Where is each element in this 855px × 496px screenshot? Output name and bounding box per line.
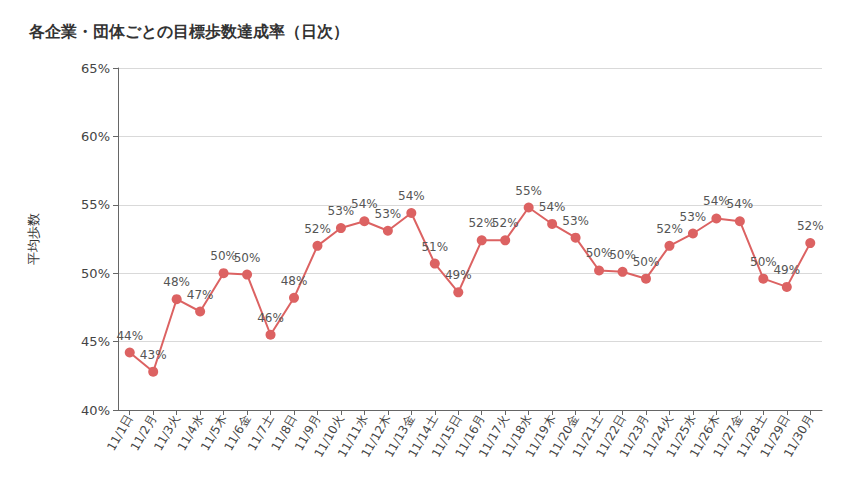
svg-text:11/30月: 11/30月 [781,412,816,459]
svg-text:54%: 54% [703,194,730,209]
svg-text:60%: 60% [81,129,110,144]
svg-text:各企業・団体ごとの目標歩数達成率（日次）: 各企業・団体ごとの目標歩数達成率（日次） [28,22,349,41]
svg-text:50%: 50% [633,255,660,269]
svg-text:50%: 50% [750,254,777,269]
svg-text:40%: 40% [81,403,110,418]
svg-text:11/26木: 11/26木 [687,412,723,460]
svg-text:53%: 53% [375,207,402,221]
svg-text:43%: 43% [140,348,167,362]
svg-text:51%: 51% [421,240,448,254]
svg-text:52%: 52% [492,216,519,230]
svg-text:49%: 49% [445,268,472,282]
svg-text:11/12木: 11/12木 [358,412,394,460]
svg-text:11/1日: 11/1日 [104,412,136,454]
svg-text:11/6金: 11/6金 [221,412,254,454]
svg-text:50%: 50% [210,249,237,264]
svg-text:49%: 49% [773,263,800,277]
svg-text:11/19木: 11/19木 [522,412,559,460]
svg-text:11/21土: 11/21土 [569,412,606,460]
svg-text:11/23月: 11/23月 [616,412,653,460]
svg-text:11/9月: 11/9月 [291,412,324,454]
svg-text:11/24火: 11/24火 [640,412,676,460]
svg-text:平均歩数: 平均歩数 [26,213,41,265]
svg-text:11/25水: 11/25水 [663,412,699,460]
svg-text:54%: 54% [727,197,754,211]
svg-text:52%: 52% [797,219,824,233]
svg-text:11/8日: 11/8日 [268,412,301,454]
svg-text:11/4水: 11/4水 [174,412,207,454]
svg-text:47%: 47% [187,288,214,302]
svg-text:11/7土: 11/7土 [245,412,277,454]
svg-text:11/10火: 11/10火 [311,412,347,460]
svg-text:54%: 54% [351,197,378,212]
svg-text:11/17火: 11/17火 [475,412,512,460]
svg-text:11/22日: 11/22日 [593,412,629,460]
svg-text:50%: 50% [609,247,636,262]
svg-text:52%: 52% [304,222,331,236]
svg-text:11/20金: 11/20金 [546,412,582,460]
svg-text:11/3火: 11/3火 [151,412,183,454]
svg-text:54%: 54% [398,189,425,203]
svg-text:11/11水: 11/11水 [335,412,371,460]
svg-text:11/14土: 11/14土 [405,412,441,460]
svg-text:50%: 50% [234,251,261,265]
svg-text:55%: 55% [515,184,542,198]
svg-text:50%: 50% [585,246,613,261]
svg-text:54%: 54% [539,200,566,214]
svg-text:11/16月: 11/16月 [452,412,488,460]
svg-text:48%: 48% [281,274,308,288]
svg-text:55%: 55% [81,197,110,212]
svg-text:53%: 53% [680,210,707,224]
svg-text:46%: 46% [257,311,284,325]
svg-text:52%: 52% [656,222,683,236]
svg-text:53%: 53% [327,204,355,219]
svg-text:53%: 53% [562,214,589,228]
svg-text:11/2月: 11/2月 [127,412,160,454]
svg-text:45%: 45% [81,334,110,349]
svg-text:11/5木: 11/5木 [198,412,230,454]
svg-text:48%: 48% [163,275,190,290]
svg-text:11/29日: 11/29日 [757,412,793,460]
svg-text:11/18水: 11/18水 [499,412,535,460]
svg-text:65%: 65% [81,61,110,76]
svg-text:11/28土: 11/28土 [734,412,770,460]
svg-text:11/13金: 11/13金 [382,412,418,460]
svg-text:11/27金: 11/27金 [710,412,746,460]
svg-text:11/15日: 11/15日 [428,412,465,460]
svg-text:44%: 44% [116,329,143,343]
svg-text:50%: 50% [81,266,110,281]
svg-text:52%: 52% [468,216,496,231]
